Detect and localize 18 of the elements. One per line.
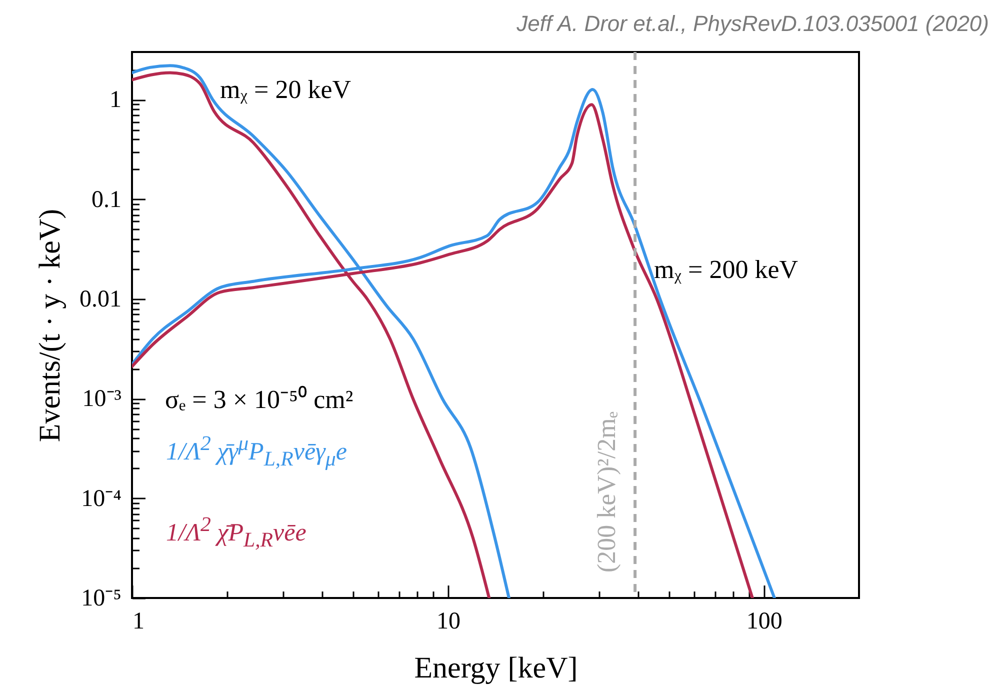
x-tick-label: 10 [436, 608, 460, 634]
x-axis-title: Energy [keV] [414, 652, 578, 684]
text: 1/Λ$^{2}$ χ̄γ$^{μ}$P$_{L,R}$νēγ$_{μ}$e [166, 431, 347, 470]
y-tick-label: 0.1 [92, 186, 122, 213]
x-tick-label: 1 [132, 608, 144, 634]
ref-line-label: (200 keV)²/2mₑ [592, 411, 622, 573]
x-tick-label: 100 [746, 608, 782, 634]
y-tick-label: 10⁻⁴ [81, 486, 122, 512]
y-axis-title: Events/(t · y · keV) [34, 208, 66, 442]
annotation: mᵪ = 200 keV [654, 255, 798, 284]
y-tick-label: 10⁻⁵ [81, 586, 122, 612]
y-tick-label: 0.01 [80, 286, 122, 312]
text: 1/Λ$^{2}$ χ̄P$_{L,R}$νēe [166, 511, 308, 554]
text: Jeff A. Dror et.al., PhysRevD.103.035001 (2020) [516, 11, 989, 36]
y-tick-label: 1 [110, 87, 122, 114]
annotation: σₑ = 3 × 10⁻⁵⁰ cm² [165, 385, 354, 414]
y-tick-label: 10⁻³ [82, 386, 122, 412]
annotation: mᵪ = 20 keV [220, 75, 352, 104]
